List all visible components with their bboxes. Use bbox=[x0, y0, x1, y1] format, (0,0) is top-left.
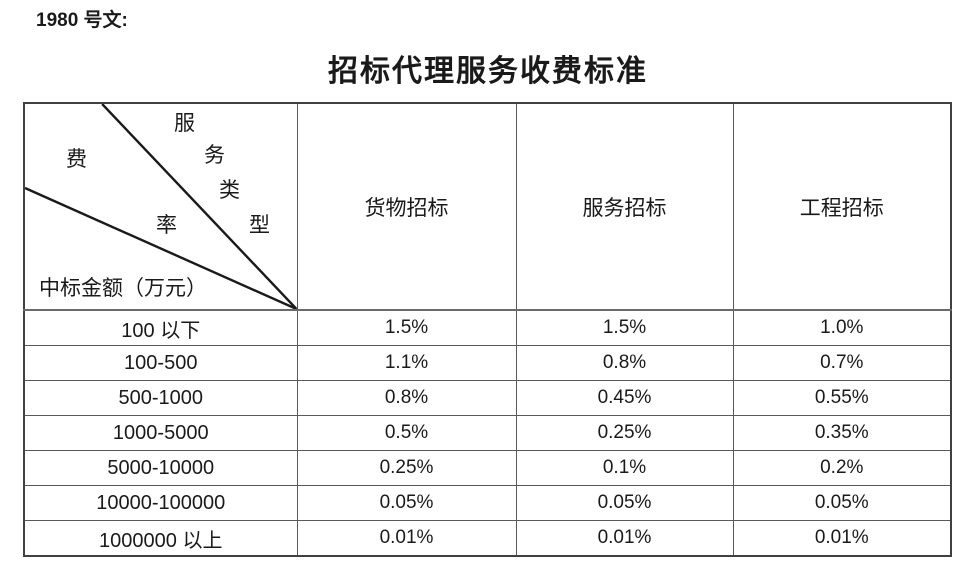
rate-cell: 0.25% bbox=[515, 415, 734, 451]
rate-cell: 0.45% bbox=[515, 380, 734, 416]
row-range-cell: 10000-100000 bbox=[23, 485, 298, 521]
rate-cell: 0.7% bbox=[732, 345, 952, 381]
corner-label-service-char-1: 服 bbox=[174, 111, 195, 135]
table-row: 100-500 1.1% 0.8% 0.7% bbox=[23, 345, 952, 381]
row-range-cell: 500-1000 bbox=[23, 380, 298, 416]
rate-cell: 0.01% bbox=[515, 520, 734, 557]
rate-cell: 0.8% bbox=[296, 380, 517, 416]
diagonal-line-upper bbox=[101, 104, 296, 308]
page-title: 招标代理服务收费标准 bbox=[328, 55, 648, 88]
row-range-cell: 100 以下 bbox=[23, 309, 298, 346]
table-row: 100 以下 1.5% 1.5% 1.0% bbox=[23, 309, 952, 346]
table-row: 1000000 以上 0.01% 0.01% 0.01% bbox=[23, 520, 952, 557]
rate-cell: 0.01% bbox=[732, 520, 952, 557]
row-range-cell: 5000-10000 bbox=[23, 450, 298, 486]
corner-label-fee-char-1: 费 bbox=[66, 147, 87, 171]
table-row: 10000-100000 0.05% 0.05% 0.05% bbox=[23, 485, 952, 521]
column-header-goods: 货物招标 bbox=[296, 102, 517, 311]
corner-label-service-char-2: 务 bbox=[204, 143, 225, 167]
diagonal-line-lower bbox=[25, 186, 296, 308]
column-header-engineering: 工程招标 bbox=[732, 102, 952, 311]
row-range-cell: 100-500 bbox=[23, 345, 298, 381]
table-row: 500-1000 0.8% 0.45% 0.55% bbox=[23, 380, 952, 416]
table-row: 5000-10000 0.25% 0.1% 0.2% bbox=[23, 450, 952, 486]
corner-label-service-char-4: 型 bbox=[249, 213, 270, 237]
rate-cell: 0.5% bbox=[296, 415, 517, 451]
diagonal-divider-lines bbox=[25, 104, 296, 308]
rate-cell: 0.05% bbox=[732, 485, 952, 521]
rate-cell: 0.55% bbox=[732, 380, 952, 416]
rate-cell: 0.05% bbox=[515, 485, 734, 521]
rate-cell: 0.25% bbox=[296, 450, 517, 486]
row-range-cell: 1000000 以上 bbox=[23, 520, 298, 557]
fee-table: 费 率 服 务 类 型 中标金额（万元） 货物招标 服务招标 工程招标 100 … bbox=[23, 102, 952, 557]
corner-header-cell: 费 率 服 务 类 型 中标金额（万元） bbox=[23, 102, 298, 311]
corner-label-amount: 中标金额（万元） bbox=[39, 276, 207, 300]
doc-number-label: 1980 号文: bbox=[36, 10, 128, 31]
rate-cell: 0.1% bbox=[515, 450, 734, 486]
rate-cell: 1.5% bbox=[296, 309, 517, 346]
rate-cell: 1.5% bbox=[515, 309, 734, 346]
rate-cell: 1.1% bbox=[296, 345, 517, 381]
header-row: 费 率 服 务 类 型 中标金额（万元） 货物招标 服务招标 工程招标 bbox=[23, 102, 952, 311]
rate-cell: 0.8% bbox=[515, 345, 734, 381]
rate-cell: 0.35% bbox=[732, 415, 952, 451]
column-header-service: 服务招标 bbox=[515, 102, 734, 311]
row-range-cell: 1000-5000 bbox=[23, 415, 298, 451]
rate-cell: 0.05% bbox=[296, 485, 517, 521]
corner-label-fee-char-2: 率 bbox=[156, 213, 177, 237]
table-row: 1000-5000 0.5% 0.25% 0.35% bbox=[23, 415, 952, 451]
rate-cell: 0.01% bbox=[296, 520, 517, 557]
corner-label-service-char-3: 类 bbox=[219, 178, 240, 202]
rate-cell: 0.2% bbox=[732, 450, 952, 486]
rate-cell: 1.0% bbox=[732, 309, 952, 346]
